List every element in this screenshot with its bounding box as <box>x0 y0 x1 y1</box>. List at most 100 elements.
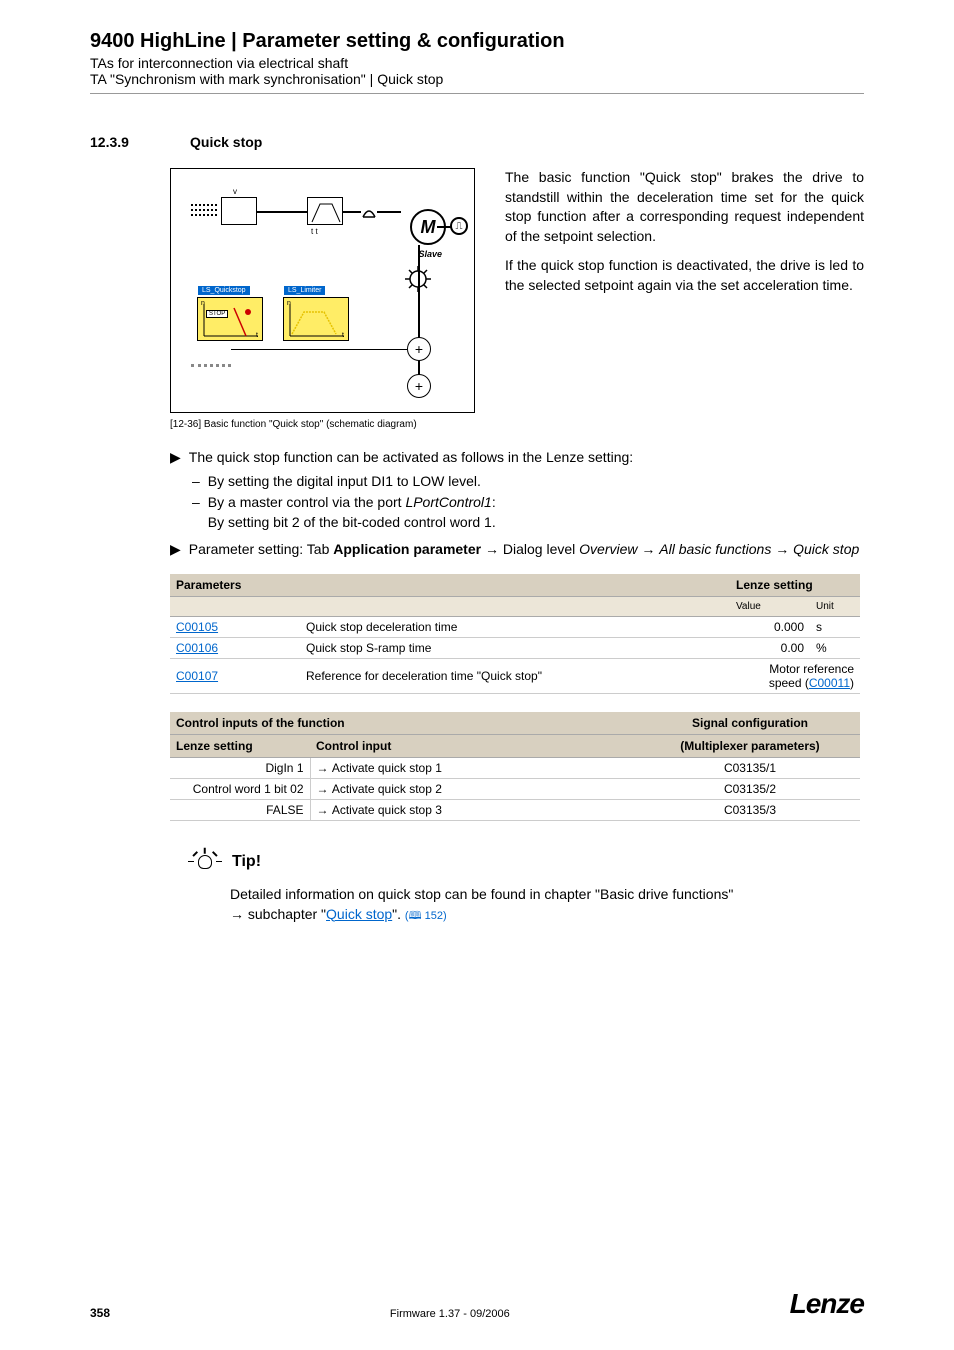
page-number: 358 <box>90 1306 110 1320</box>
tab-name: Application parameter <box>333 541 481 557</box>
axis-label: t <box>256 332 258 339</box>
axis-label: t <box>342 332 344 339</box>
tip-body: Detailed information on quick stop can b… <box>230 885 860 924</box>
table-row: Control word 1 bit 02 → Activate quick s… <box>170 778 860 799</box>
page-title: 9400 HighLine | Parameter setting & conf… <box>90 30 864 53</box>
triangle-bullet-icon: ▶ <box>170 540 181 560</box>
text-span: Activate quick stop 3 <box>332 803 442 817</box>
diagram-connector <box>418 361 420 375</box>
bullet-list: ▶ The quick stop function can be activat… <box>170 448 864 560</box>
text-span: : <box>492 494 496 510</box>
control-input: → Activate quick stop 2 <box>310 778 640 799</box>
control-input: → Activate quick stop 1 <box>310 757 640 778</box>
table-subheader: (Multiplexer parameters) <box>640 734 860 757</box>
coupling-icon <box>361 203 377 219</box>
diagram-connector <box>418 294 420 339</box>
diagram-label-v: v <box>233 187 237 196</box>
text-span: Dialog level <box>499 541 579 557</box>
sub-bullet-text: By setting the digital input DI1 to LOW … <box>208 472 481 492</box>
quickstop-diagram: v t t M ⎍ Slave + + <box>170 168 475 413</box>
tip-heading: Tip! <box>190 847 864 877</box>
diagram-dashed-line <box>191 209 217 211</box>
table-header: Signal configuration <box>640 712 860 735</box>
diagram-dashed-line <box>191 204 217 206</box>
sub-bullet-text: By a master control via the port LPortCo… <box>208 493 496 532</box>
dialog-level: Quick stop <box>793 541 859 557</box>
subtitle-1: TAs for interconnection via electrical s… <box>90 55 864 71</box>
lenze-logo: Lenze <box>790 1288 864 1320</box>
page-footer: 358 Firmware 1.37 - 09/2006 Lenze <box>90 1288 864 1320</box>
text-span: By setting bit 2 of the bit-coded contro… <box>208 514 496 530</box>
table-subheader: Value <box>730 596 810 616</box>
lenze-setting: Control word 1 bit 02 <box>170 778 310 799</box>
control-input: → Activate quick stop 3 <box>310 799 640 820</box>
text-span: ". <box>392 906 405 922</box>
arrow-icon: → <box>485 541 499 557</box>
diagram-connector <box>377 211 401 213</box>
signal-config: C03135/1 <box>640 757 860 778</box>
param-ref-link[interactable]: C00011 <box>809 676 850 690</box>
text-span: Activate quick stop 2 <box>332 782 442 796</box>
limiter-block: LS_Limiter n t <box>283 297 349 341</box>
diagram-connector <box>437 226 451 228</box>
text-span: By a master control via the port <box>208 494 406 510</box>
encoder-icon: ⎍ <box>450 217 468 235</box>
dash-bullet-icon: – <box>192 472 200 492</box>
diagram-connector <box>257 211 307 213</box>
signal-config: C03135/3 <box>640 799 860 820</box>
diagram-connector <box>231 349 407 350</box>
section-number: 12.3.9 <box>90 134 160 150</box>
table-header: Control inputs of the function <box>170 712 640 735</box>
table-subheader: Lenze setting <box>170 734 310 757</box>
param-value: 0.000 <box>730 616 810 637</box>
param-desc: Reference for deceleration time "Quick s… <box>300 658 730 693</box>
param-code-link[interactable]: C00105 <box>176 620 218 634</box>
diagram-dashed-line <box>191 364 231 367</box>
table-header: Lenze setting <box>730 574 860 597</box>
diagram-connector <box>343 211 361 213</box>
text-span: subchapter " <box>248 906 326 922</box>
arrow-icon: → <box>775 541 789 557</box>
table-row: C00107 Reference for deceleration time "… <box>170 658 860 693</box>
sum-node-icon: + <box>407 374 431 398</box>
diagram-ramp-box <box>307 197 343 225</box>
param-unit: s <box>810 616 860 637</box>
bullet-text: Parameter setting: Tab Application param… <box>189 540 859 560</box>
dialog-level: All basic functions <box>659 541 771 557</box>
param-code-link[interactable]: C00107 <box>176 669 218 683</box>
arrow-icon: → <box>317 782 332 796</box>
triangle-bullet-icon: ▶ <box>170 448 181 468</box>
parameter-table: Parameters Lenze setting Value Unit C001… <box>170 574 860 694</box>
sum-node-icon: + <box>407 337 431 361</box>
text-span: Detailed information on quick stop can b… <box>230 886 733 902</box>
section-heading: 12.3.9 Quick stop <box>90 134 864 150</box>
param-desc: Quick stop S-ramp time <box>300 637 730 658</box>
diagram-dashed-line <box>191 214 217 216</box>
table-subheader: Control input <box>310 734 640 757</box>
arrow-icon: → <box>641 541 655 557</box>
quickstop-block: LS_Quickstop n STOP t <box>197 297 263 341</box>
table-subheader: Unit <box>810 596 860 616</box>
intro-p1: The basic function "Quick stop" brakes t… <box>505 168 864 246</box>
intro-text: The basic function "Quick stop" brakes t… <box>505 168 864 306</box>
lenze-setting: DigIn 1 <box>170 757 310 778</box>
slave-label: Slave <box>418 249 442 259</box>
section-title: Quick stop <box>190 134 262 150</box>
tip-label: Tip! <box>232 853 261 871</box>
lenze-setting: FALSE <box>170 799 310 820</box>
text-span: ) <box>850 676 854 690</box>
text-span: Activate quick stop 1 <box>332 761 442 775</box>
bullet-text: The quick stop function can be activated… <box>189 448 633 468</box>
text-span: Parameter setting: Tab <box>189 541 333 557</box>
block-label: LS_Limiter <box>284 286 325 295</box>
page-ref[interactable]: (🕮 152) <box>405 910 447 922</box>
port-name: LPortControl1 <box>405 494 491 510</box>
quickstop-link[interactable]: Quick stop <box>326 906 392 922</box>
intro-p2: If the quick stop function is deactivate… <box>505 256 864 295</box>
firmware-version: Firmware 1.37 - 09/2006 <box>390 1308 510 1320</box>
param-value: 0.00 <box>730 637 810 658</box>
table-row: FALSE → Activate quick stop 3 C03135/3 <box>170 799 860 820</box>
param-code-link[interactable]: C00106 <box>176 641 218 655</box>
param-desc: Quick stop deceleration time <box>300 616 730 637</box>
arrow-icon: → <box>317 761 332 775</box>
